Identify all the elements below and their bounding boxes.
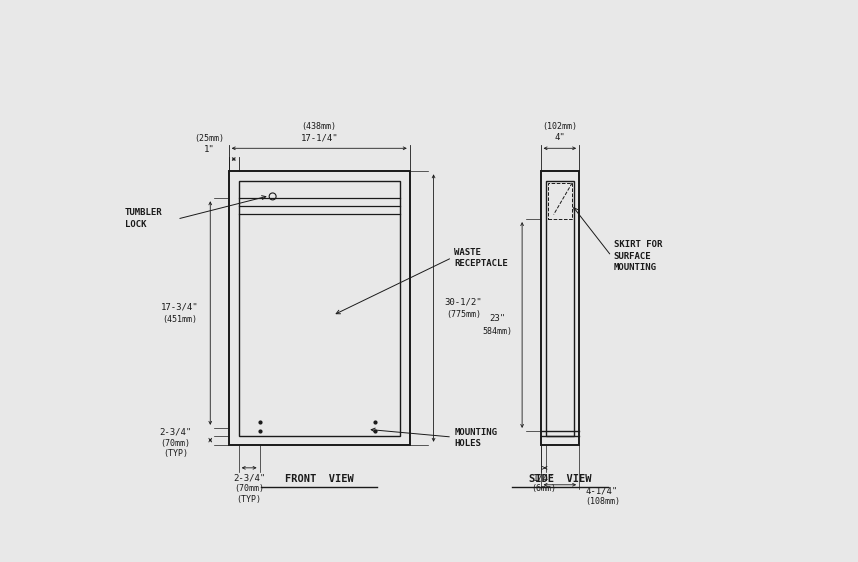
Bar: [547, 183, 572, 219]
Text: (TYP): (TYP): [237, 495, 262, 504]
Text: MOUNTING: MOUNTING: [455, 428, 498, 437]
Text: (775mm): (775mm): [446, 310, 481, 319]
Text: (70mm): (70mm): [160, 439, 190, 448]
Text: TUMBLER: TUMBLER: [124, 209, 162, 217]
Text: (25mm): (25mm): [195, 134, 225, 143]
Text: LOCK: LOCK: [124, 220, 147, 229]
Text: 23": 23": [489, 314, 505, 323]
Text: 584mm): 584mm): [482, 327, 512, 336]
Text: (70mm): (70mm): [234, 484, 264, 493]
Text: (451mm): (451mm): [162, 315, 197, 324]
Text: 4-1/4": 4-1/4": [585, 487, 618, 496]
Text: MOUNTING: MOUNTING: [613, 263, 656, 272]
Text: 30-1/2": 30-1/2": [444, 297, 482, 306]
Text: RECEPTACLE: RECEPTACLE: [455, 259, 508, 268]
Text: 2-3/4": 2-3/4": [160, 428, 191, 437]
Text: WASTE: WASTE: [455, 248, 481, 257]
Text: 1/4": 1/4": [533, 473, 554, 482]
Text: (438mm): (438mm): [302, 122, 336, 132]
Text: 2-3/4": 2-3/4": [233, 473, 265, 482]
Text: 4": 4": [554, 133, 565, 142]
Text: 17-1/4": 17-1/4": [300, 133, 338, 142]
Text: SKIRT FOR: SKIRT FOR: [613, 240, 662, 249]
Text: (102mm): (102mm): [542, 122, 577, 132]
Text: 17-3/4": 17-3/4": [160, 302, 198, 311]
Text: HOLES: HOLES: [455, 439, 481, 448]
Text: (TYP): (TYP): [163, 450, 188, 459]
Bar: [546, 182, 574, 436]
Text: FRONT  VIEW: FRONT VIEW: [285, 474, 353, 484]
Text: SURFACE: SURFACE: [613, 252, 651, 261]
Bar: [229, 171, 410, 445]
Text: SIDE  VIEW: SIDE VIEW: [529, 474, 591, 484]
Text: (6mm): (6mm): [531, 484, 556, 493]
Text: 1": 1": [204, 144, 214, 153]
Text: (108mm): (108mm): [585, 497, 620, 506]
Bar: [239, 182, 401, 436]
Bar: [541, 171, 579, 445]
